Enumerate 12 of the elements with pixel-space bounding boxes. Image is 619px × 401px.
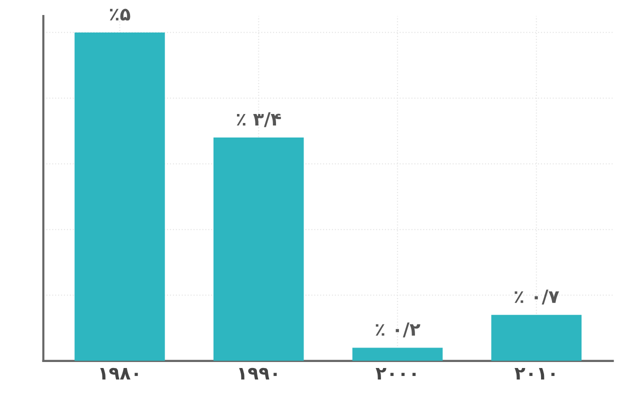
bar <box>491 314 582 361</box>
x-tick-label: ۲۰۱۰ <box>514 368 555 380</box>
x-tick-label: ۱۹۹۰ <box>239 368 277 380</box>
data-label: ٪۵ <box>110 8 130 21</box>
x-tick-label: ۱۹۸۰ <box>100 368 138 380</box>
bar <box>213 138 304 361</box>
data-label: ٪ ۰/۷ <box>514 290 560 305</box>
data-label: ٪ ۳/۴ <box>236 112 281 128</box>
x-tick-label: ۲۰۰۰ <box>376 368 416 380</box>
data-label: ٪ ۰/۲ <box>376 322 420 338</box>
bar <box>352 348 443 361</box>
bar <box>74 32 165 361</box>
